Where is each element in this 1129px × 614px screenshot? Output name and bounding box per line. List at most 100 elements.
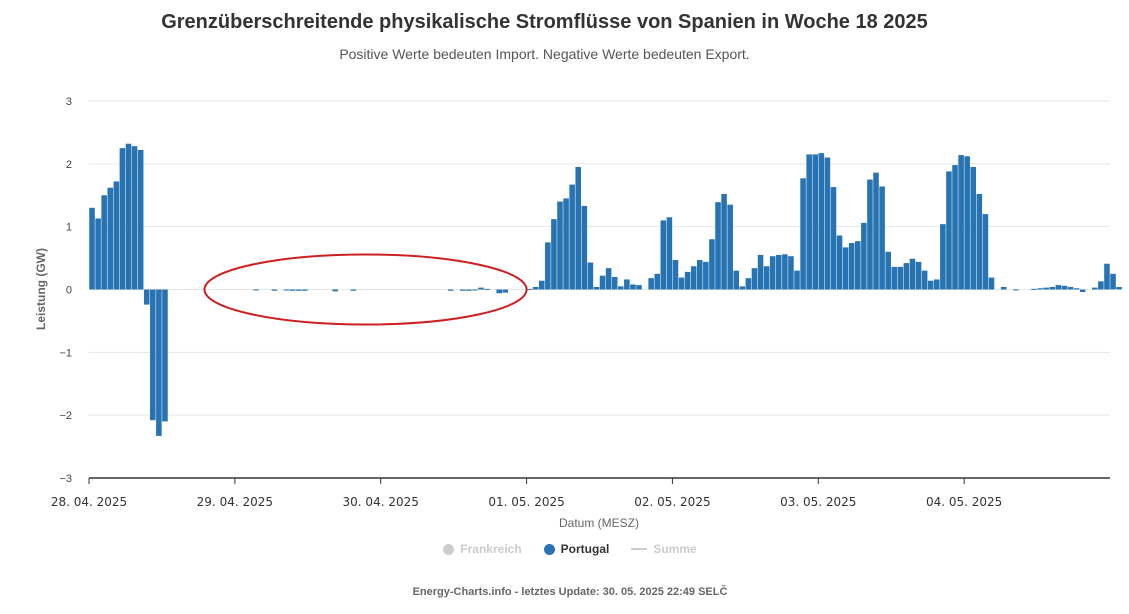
bar [812,154,819,290]
x-tick-label: 30. 04. 2025 [343,495,419,509]
bar [897,266,904,290]
y-axis-label: Leistung (GW) [34,248,48,330]
x-axis-label: Datum (MESZ) [559,516,639,530]
bar [721,193,727,290]
bar [636,285,642,290]
bar [739,286,746,290]
bar [1073,288,1080,290]
bar [107,187,114,290]
bar [794,270,800,290]
bar [654,273,661,290]
bar [113,181,120,290]
bar [855,241,861,290]
y-tick-label: −1 [59,347,72,359]
bar [162,289,168,422]
x-tick-label: 04. 05. 2025 [926,495,1002,509]
x-tick-label: 01. 05. 2025 [488,495,564,509]
bar [587,262,594,290]
bar [502,289,509,293]
bar [830,187,837,290]
bar [253,289,259,291]
bar [459,289,466,291]
y-tick-label: 3 [66,96,72,108]
bar [836,235,843,290]
bar [569,184,575,290]
bar [301,289,308,291]
bar [1000,286,1007,290]
bar [1092,287,1098,290]
bar [466,289,472,291]
bar [806,154,812,290]
bar [782,254,788,290]
bar [1055,285,1062,290]
line-marker-icon [631,548,648,550]
bar [946,171,952,290]
legend-label: Frankreich [460,542,522,556]
bar [976,193,983,290]
x-axis: 28. 04. 2025 29. 04. 2025 30. 04. 2025 01. … [51,477,1110,509]
bar [927,280,934,290]
bar [861,222,867,290]
bar [970,166,977,290]
bar [271,289,278,291]
highlight-ellipse [203,253,528,326]
bar [575,166,582,290]
bar [690,266,697,290]
bar [988,277,995,290]
dot-marker-icon [443,543,455,555]
bar [484,288,490,290]
bar [551,219,557,290]
bar [599,275,606,290]
legend-item-summe[interactable]: Summe [631,542,697,556]
bar [660,220,667,290]
bar [921,270,928,290]
bar [769,256,776,290]
bar [1079,289,1086,293]
x-tick-label: 02. 05. 2025 [634,495,710,509]
bar [709,239,715,290]
bar [1043,287,1049,290]
bar [557,201,563,290]
bar [727,204,733,290]
bar [745,278,752,290]
legend-item-frankreich[interactable]: Frankreich [443,542,522,556]
bar [666,217,673,290]
bar [545,242,551,290]
bar [532,286,539,290]
y-tick-label: −3 [59,473,72,485]
bar [757,254,764,290]
legend-item-portugal[interactable]: Portugal [543,542,610,556]
bar [751,268,758,290]
bar [472,289,478,291]
bar [1049,286,1056,290]
bar [1013,289,1019,291]
x-tick-label: 29. 04. 2025 [197,495,273,509]
bar [800,178,806,290]
bar [982,214,989,290]
bar [289,289,296,291]
bar [672,259,679,290]
bar [350,289,357,291]
bar [332,289,338,292]
bar [952,165,958,290]
legend-label: Portugal [560,542,610,556]
legend: Frankreich Portugal Summe [0,542,1129,556]
bar [119,148,126,290]
bar [593,286,600,290]
bar [715,202,721,290]
footer-credit: Energy-Charts.info - letztes Update: 30.… [412,586,728,598]
bar [842,247,849,290]
bar [95,218,101,290]
bar [934,279,940,290]
bar [696,259,703,290]
bar [1116,286,1122,290]
bar [848,243,855,290]
bar [891,266,898,290]
bar [648,278,654,290]
bar [763,266,770,290]
bar [940,224,946,290]
bar [156,289,162,436]
bar [684,271,691,290]
bar [496,289,503,294]
bar [137,150,144,290]
